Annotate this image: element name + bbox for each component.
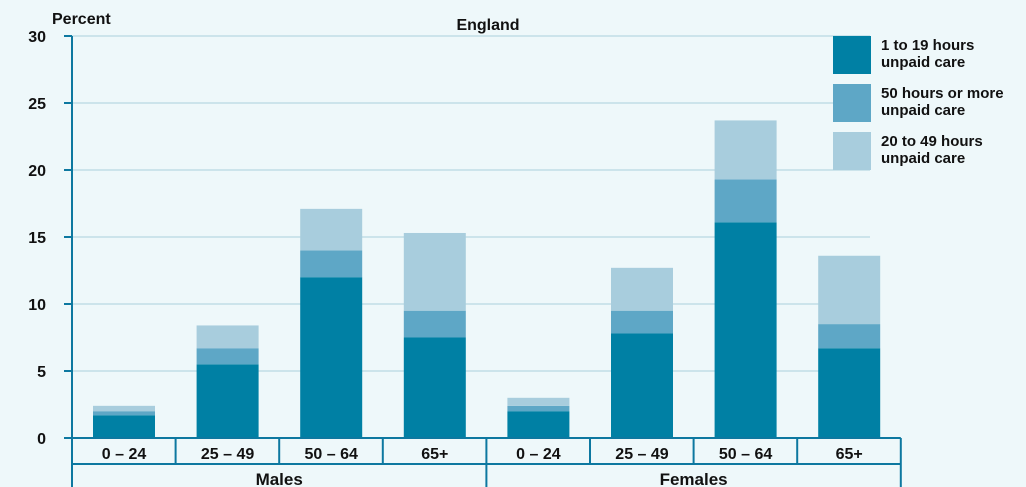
bar-segment	[611, 310, 673, 334]
bar-segment	[300, 208, 363, 251]
legend-label: 1 to 19 hours	[881, 37, 974, 54]
y-tick-labels: 0 5 10 15 20 25 30	[28, 29, 72, 448]
x-tick-label: 65+	[836, 446, 863, 463]
bar-segment	[403, 232, 466, 311]
x-tick-label: 25 – 49	[615, 446, 668, 463]
bar-segment	[611, 267, 673, 311]
bar-segment	[403, 337, 466, 438]
x-category-labels: 0 – 24 25 – 49 50 – 64 65+ 0 – 24 25 – 49 50 –…	[102, 446, 863, 463]
bars	[93, 120, 881, 438]
axes	[71, 36, 902, 487]
bar-segment	[818, 324, 881, 349]
y-tick-label: 0	[37, 431, 46, 448]
bar-segment	[611, 333, 673, 438]
x-tick-label: 25 – 49	[201, 446, 254, 463]
x-tick-label: 50 – 64	[719, 446, 772, 463]
bar-segment	[507, 405, 570, 412]
legend-label: unpaid care	[881, 54, 965, 71]
bar-segment	[714, 179, 777, 223]
group-label: Males	[256, 470, 303, 487]
bar-segment	[93, 415, 155, 438]
y-tick-label: 25	[28, 96, 46, 113]
bar-segment	[196, 348, 259, 365]
bar-segment	[300, 250, 363, 278]
bar-segment	[300, 277, 363, 438]
y-tick-label: 10	[28, 297, 46, 314]
legend-label: unpaid care	[881, 102, 965, 119]
group-labels: Males Females	[256, 470, 728, 487]
x-tick-label: 0 – 24	[102, 446, 147, 463]
bar-segment	[403, 310, 466, 338]
bar-segment	[714, 222, 777, 438]
legend-swatch	[833, 84, 871, 122]
chart-title: England	[456, 17, 519, 34]
legend-label: unpaid care	[881, 150, 965, 167]
y-axis-label: Percent	[52, 11, 111, 28]
bar-segment	[818, 255, 881, 325]
bar-segment	[93, 411, 155, 416]
x-tick-label: 0 – 24	[516, 446, 561, 463]
bar-segment	[818, 348, 881, 438]
group-label: Females	[660, 470, 728, 487]
x-tick-label: 50 – 64	[305, 446, 358, 463]
y-tick-label: 20	[28, 163, 46, 180]
bar-segment	[714, 120, 777, 180]
legend-label: 20 to 49 hours	[881, 133, 983, 150]
x-tick-label: 65+	[421, 446, 448, 463]
y-tick-label: 30	[28, 29, 46, 46]
bar-segment	[507, 397, 570, 406]
bar-segment	[196, 325, 259, 349]
legend-label: 50 hours or more	[881, 85, 1004, 102]
y-tick-label: 5	[37, 364, 46, 381]
legend-swatch	[833, 132, 871, 170]
bar-segment	[196, 364, 259, 438]
y-tick-label: 15	[28, 230, 46, 247]
bar-segment	[93, 405, 155, 412]
legend-swatch	[833, 36, 871, 74]
bar-segment	[507, 411, 570, 438]
